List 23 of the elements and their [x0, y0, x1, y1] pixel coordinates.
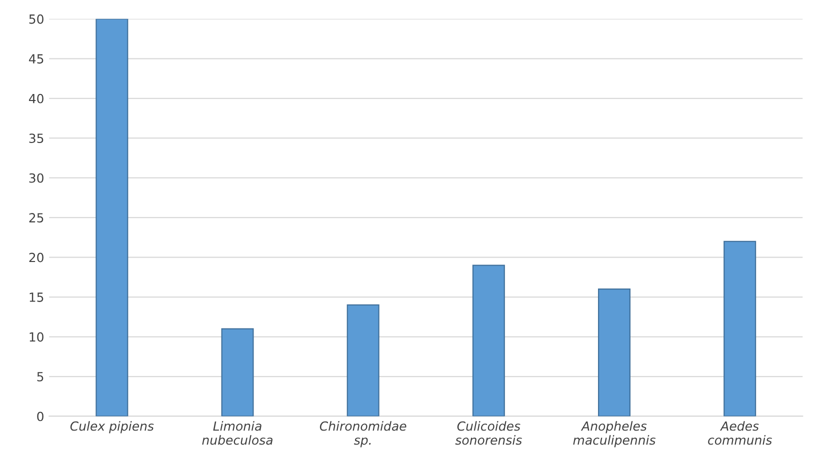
- bar: [346, 304, 380, 416]
- bar: [472, 264, 505, 416]
- x-tick-label: Aedes communis: [708, 421, 772, 445]
- y-tick-label: 0: [37, 412, 44, 422]
- y-tick-label: 5: [37, 372, 44, 382]
- x-tick-label: Chironomidae sp.: [320, 421, 406, 448]
- y-tick-label: 20: [29, 252, 44, 262]
- y-tick-label: 45: [28, 54, 44, 64]
- x-tick-label: Culex pipiens: [70, 421, 154, 434]
- y-tick-label: 35: [29, 134, 44, 144]
- y-tick-label: 30: [29, 173, 44, 183]
- y-tick-label: 40: [28, 94, 44, 104]
- y-tick-label: 25: [29, 213, 44, 223]
- x-tick-label: Culicoides sonorensis: [455, 421, 522, 445]
- y-tick-label: 50: [29, 14, 44, 24]
- bar: [96, 18, 128, 416]
- bar: [598, 288, 631, 416]
- x-tick-label: Anopheles maculipennis: [573, 421, 656, 448]
- x-tick-label: Limonia nubeculosa: [202, 421, 272, 445]
- bar: [724, 240, 756, 416]
- y-tick-label: 10: [30, 332, 44, 342]
- y-tick-label: 15: [30, 292, 44, 302]
- bar: [221, 328, 254, 416]
